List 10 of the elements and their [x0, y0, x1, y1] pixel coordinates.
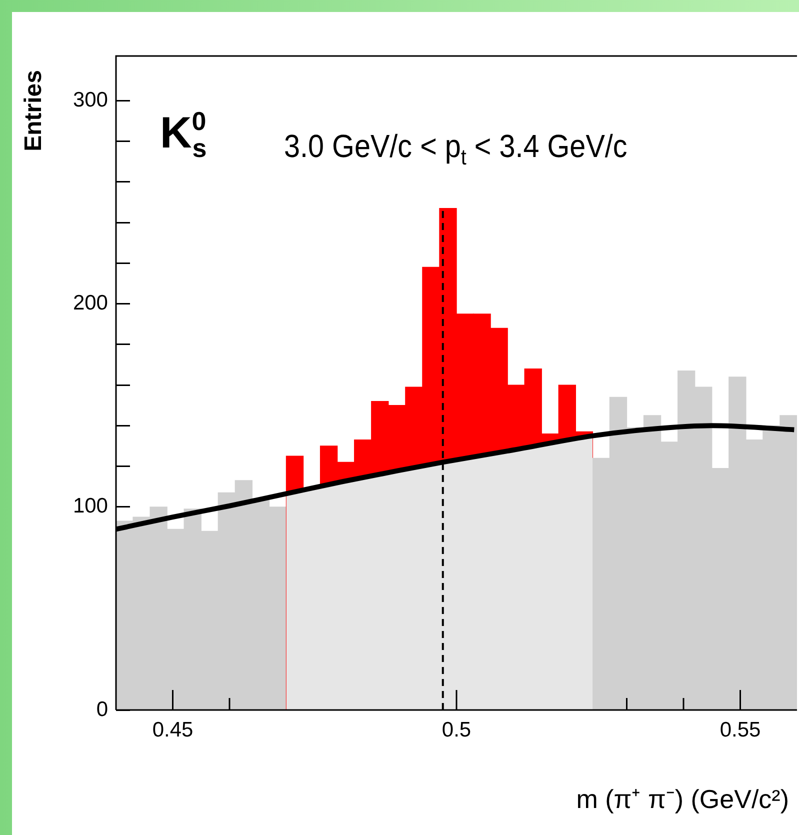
- x-axis-title: m (π⁺ π⁻) (GeV/c²): [576, 783, 789, 816]
- x-tick-label: 0.55: [720, 718, 761, 742]
- y-tick-label: 200: [72, 292, 108, 315]
- x-tick-label: 0.5: [442, 718, 472, 742]
- x-tick-label: 0.45: [152, 718, 194, 742]
- text: 3.0 GeV/c < p$_{t}$ < 3.4 GeV/c: [284, 128, 628, 170]
- y-tick-label: 0: [96, 698, 108, 721]
- y-tick-label: 300: [72, 88, 108, 112]
- y-tick-label: 100: [72, 494, 108, 518]
- y-axis-title: Entries: [20, 70, 48, 152]
